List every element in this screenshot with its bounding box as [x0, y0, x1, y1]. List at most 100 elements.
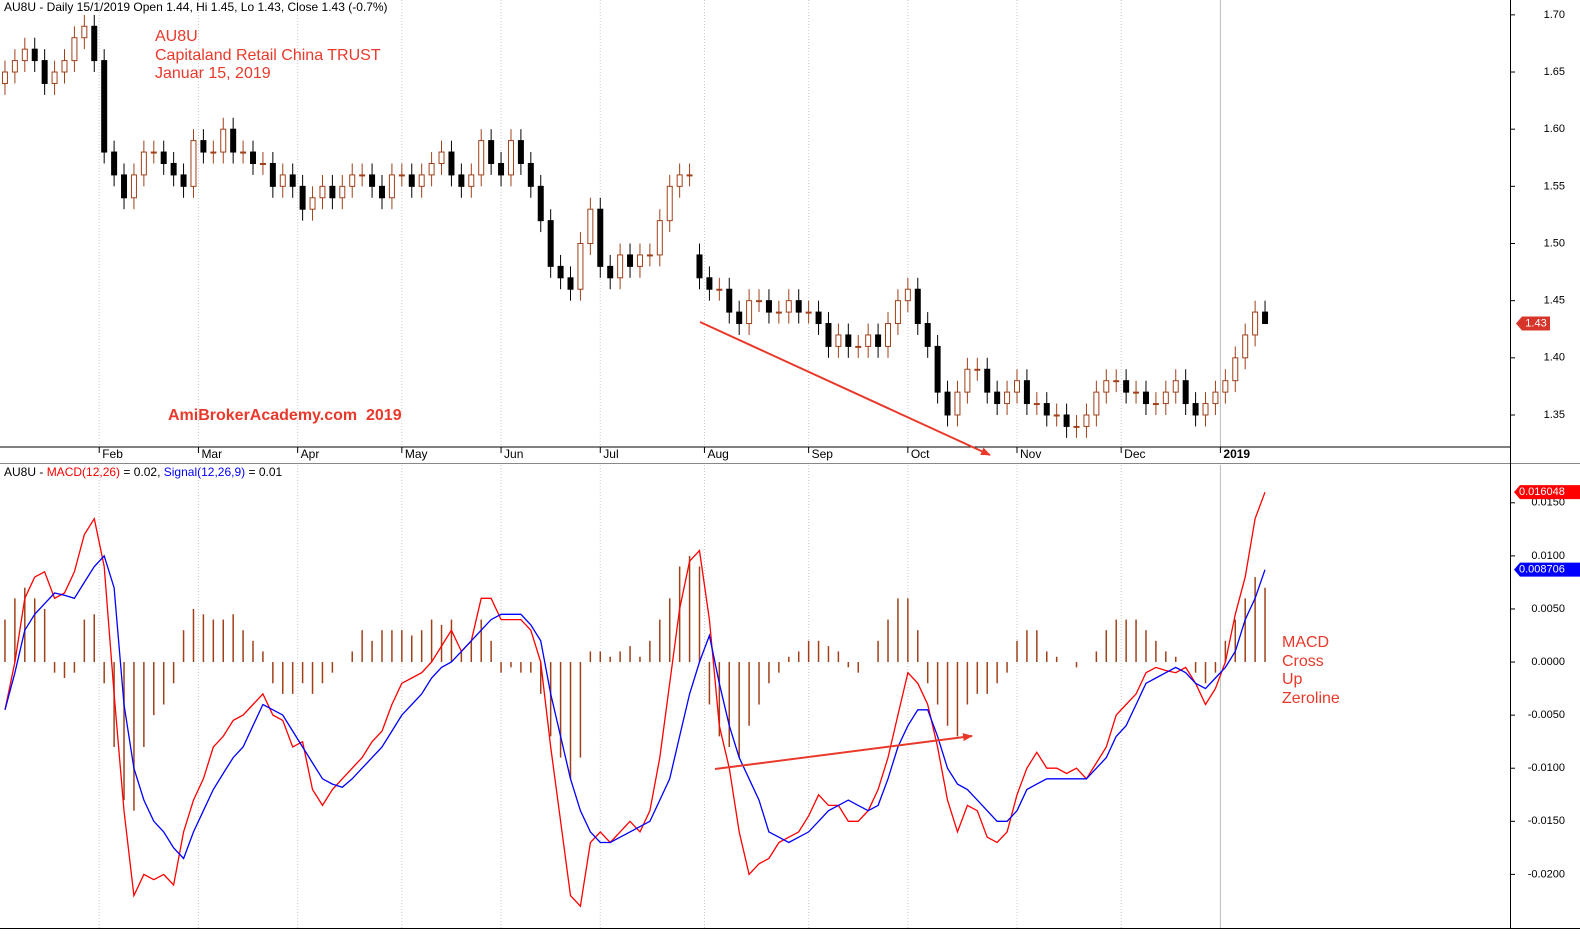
- last-value-box: [1516, 316, 1550, 331]
- candle-body: [1073, 425, 1080, 428]
- candle-body: [507, 140, 514, 176]
- y-tick-label: -0.0050: [1528, 709, 1565, 721]
- candle-body: [1023, 380, 1030, 405]
- candle-body: [924, 323, 931, 347]
- candle-body: [557, 265, 564, 279]
- candle-body: [666, 185, 673, 222]
- candle-body: [190, 140, 197, 187]
- candle-body: [21, 48, 28, 62]
- candle-body: [656, 220, 663, 256]
- last-value-box: [1514, 562, 1580, 577]
- y-tick-label: 1.55: [1544, 180, 1565, 192]
- price-header: AU8U - Daily 15/1/2019 Open 1.44, Hi 1.4…: [4, 0, 388, 14]
- candle-body: [726, 288, 733, 313]
- y-tick-label: 1.65: [1544, 66, 1565, 78]
- candle-body: [617, 254, 624, 279]
- annotation: AU8U: [155, 28, 198, 45]
- candle-body: [150, 151, 157, 154]
- candle-body: [1182, 380, 1189, 405]
- candle-body: [398, 174, 405, 177]
- candle-body: [170, 162, 177, 176]
- y-tick-label: 1.60: [1544, 123, 1565, 135]
- candle-body: [646, 254, 653, 257]
- candle-body: [1, 71, 8, 84]
- candle-body: [775, 311, 782, 314]
- candle-body: [567, 277, 574, 290]
- candle-body: [736, 311, 743, 325]
- candle-body: [41, 60, 48, 84]
- candle-body: [894, 300, 901, 325]
- last-value-label: 0.008706: [1519, 564, 1565, 576]
- candle-body: [160, 151, 167, 164]
- candle-body: [349, 174, 356, 187]
- candle-body: [309, 197, 316, 210]
- candle-body: [1033, 403, 1040, 406]
- candle-body: [1242, 334, 1249, 359]
- x-tick-label: Mar: [201, 447, 222, 461]
- candle-body: [369, 174, 376, 187]
- candle-body: [1013, 380, 1020, 393]
- candle-body: [994, 391, 1001, 405]
- candle-body: [765, 300, 772, 313]
- candle-body: [1113, 380, 1120, 383]
- x-tick-label: Apr: [301, 447, 320, 461]
- annotation: Cross: [1282, 653, 1324, 670]
- annotation: Januar 15, 2019: [155, 65, 271, 82]
- candle-body: [51, 71, 58, 84]
- candle-body: [1212, 391, 1219, 405]
- last-value-label: 1.43: [1525, 317, 1546, 329]
- candle-body: [488, 140, 495, 164]
- candle-body: [438, 151, 445, 164]
- y-tick-label: 1.70: [1544, 9, 1565, 21]
- candle-body: [1252, 311, 1259, 336]
- candle-body: [716, 288, 723, 291]
- candle-body: [210, 151, 217, 154]
- candle-body: [537, 185, 544, 222]
- candle-body: [339, 185, 346, 199]
- candle-body: [1043, 403, 1050, 416]
- candle-body: [299, 185, 306, 210]
- candle-body: [676, 174, 683, 187]
- candle-body: [329, 185, 336, 199]
- candle-body: [91, 25, 98, 62]
- candle-body: [914, 288, 921, 325]
- candle-body: [428, 162, 435, 176]
- candle-body: [388, 174, 395, 199]
- candle-body: [1123, 380, 1130, 393]
- candle-body: [785, 300, 792, 313]
- y-tick-label: -0.0100: [1528, 762, 1565, 774]
- candle-body: [875, 334, 882, 347]
- x-tick-label: May: [405, 447, 428, 461]
- candle-body: [140, 151, 147, 176]
- annotation: AmiBrokerAcademy.com 2019: [168, 407, 402, 424]
- annotation: MACD: [1282, 634, 1329, 651]
- candle-body: [984, 368, 991, 393]
- x-tick-label: Aug: [707, 447, 728, 461]
- candle-body: [865, 334, 872, 347]
- annotation: Up: [1282, 671, 1303, 688]
- candle-body: [1202, 403, 1209, 416]
- y-tick-label: 1.50: [1544, 237, 1565, 249]
- last-value-label: 0.016048: [1519, 486, 1565, 498]
- candle-body: [706, 277, 713, 290]
- candle-body: [250, 151, 257, 164]
- candle-body: [835, 334, 842, 347]
- x-tick-label: Feb: [102, 447, 123, 461]
- candle-body: [200, 140, 207, 153]
- candle-body: [696, 254, 703, 279]
- candle-body: [686, 174, 693, 177]
- candle-body: [974, 368, 981, 371]
- candle-body: [408, 174, 415, 187]
- candle-body: [885, 323, 892, 347]
- candle-body: [577, 243, 584, 290]
- x-tick-label: 2019: [1223, 447, 1250, 461]
- y-tick-label: 1.40: [1544, 352, 1565, 364]
- candle-body: [1152, 403, 1159, 406]
- annotation: Capitaland Retail China TRUST: [155, 47, 381, 64]
- legend-value: = 0.02,: [123, 465, 160, 479]
- x-tick-label: Nov: [1020, 447, 1041, 461]
- candle-body: [1093, 391, 1100, 416]
- candle-body: [61, 60, 68, 73]
